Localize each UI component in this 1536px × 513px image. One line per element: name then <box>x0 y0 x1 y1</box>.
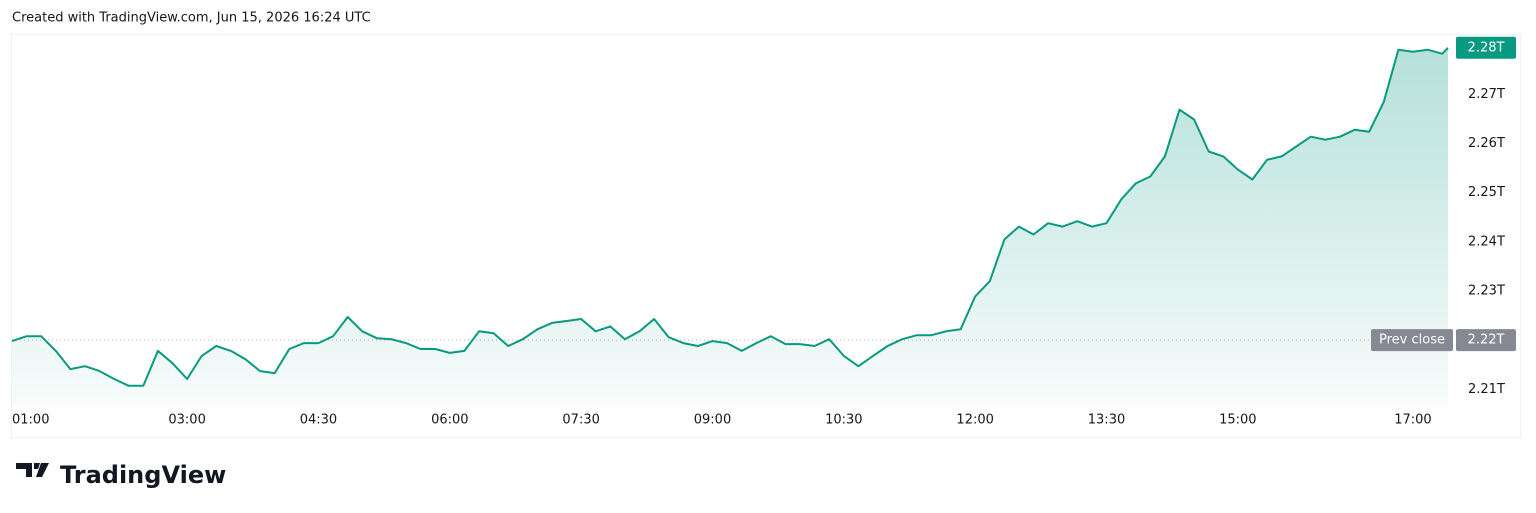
x-tick-label: 06:00 <box>431 413 468 428</box>
chart-frame <box>11 34 1521 438</box>
y-tick-label: 2.24T <box>1468 234 1505 249</box>
header-text: Created with TradingView.com, Jun 15, 20… <box>12 11 371 26</box>
y-tick-label: 2.27T <box>1468 87 1505 102</box>
prev-close-value-badge <box>1456 329 1516 352</box>
y-tick-label: 2.21T <box>1468 382 1505 397</box>
prev-close-name-badge <box>1371 329 1453 352</box>
prev-close-label: 2.22T <box>1468 333 1505 348</box>
last-value-label: 2.28T <box>1468 40 1505 55</box>
logo-text: TradingView <box>60 461 226 489</box>
x-tick-label: 07:30 <box>562 413 599 428</box>
y-tick-label: 2.23T <box>1468 284 1505 299</box>
y-tick-label: 2.26T <box>1468 136 1505 151</box>
x-tick-label: 17:00 <box>1394 413 1431 428</box>
x-tick-label: 15:00 <box>1219 413 1256 428</box>
x-tick-label: 13:30 <box>1088 413 1125 428</box>
area-fill <box>12 47 1448 406</box>
x-tick-label: 10:30 <box>825 413 862 428</box>
x-tick-label: 01:00 <box>12 413 49 428</box>
y-tick-label: 2.25T <box>1468 185 1505 200</box>
x-tick-label: 04:30 <box>300 413 337 428</box>
logo-icon <box>16 463 49 477</box>
last-value-badge <box>1456 36 1516 59</box>
x-tick-label: 09:00 <box>694 413 731 428</box>
logo: TradingView <box>16 461 226 489</box>
prev-close-name: Prev close <box>1379 333 1445 348</box>
x-tick-label: 03:00 <box>168 413 205 428</box>
price-line <box>11 47 1449 387</box>
x-tick-label: 12:00 <box>956 413 993 428</box>
